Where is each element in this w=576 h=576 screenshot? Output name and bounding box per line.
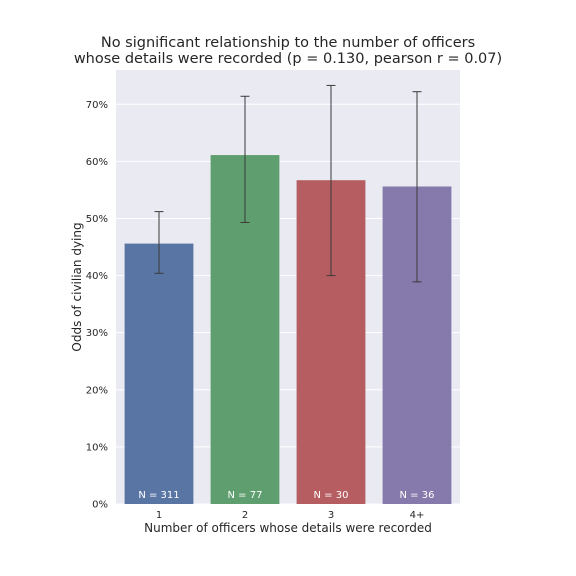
y-tick-labels: 0% 10% 20% 30% 40% 50% 60% 70% (86, 100, 108, 511)
bar-count-label-1: N = 311 (138, 490, 179, 501)
x-tick-label: 3 (328, 510, 334, 521)
y-tick-label: 0% (92, 500, 108, 511)
bar-count-labels: N = 311 N = 77 N = 30 N = 36 (138, 490, 434, 501)
y-tick-label: 60% (86, 157, 108, 168)
bar-count-label-3: N = 30 (314, 490, 349, 501)
x-tick-label: 2 (242, 510, 248, 521)
bar-1 (124, 243, 194, 504)
x-axis-label: Number of officers whose details were re… (144, 521, 432, 535)
y-tick-label: 40% (86, 271, 108, 282)
bars (124, 155, 452, 504)
x-tick-label: 1 (156, 510, 162, 521)
x-tick-labels: 1 2 3 4+ (156, 510, 425, 521)
error-bars (154, 84, 422, 283)
chart-title-line-2: whose details were recorded (p = 0.130, … (74, 51, 502, 67)
chart-title-line-1: No significant relationship to the numbe… (101, 35, 475, 51)
y-axis-label: Odds of civilian dying (70, 222, 84, 351)
y-tick-label: 30% (86, 328, 108, 339)
bar-count-label-2: N = 77 (228, 490, 263, 501)
y-tick-label: 10% (86, 442, 108, 453)
bar-count-label-4: N = 36 (400, 490, 435, 501)
y-tick-label: 70% (86, 100, 108, 111)
y-tick-label: 20% (86, 385, 108, 396)
y-tick-label: 50% (86, 214, 108, 225)
x-tick-label: 4+ (410, 510, 425, 521)
